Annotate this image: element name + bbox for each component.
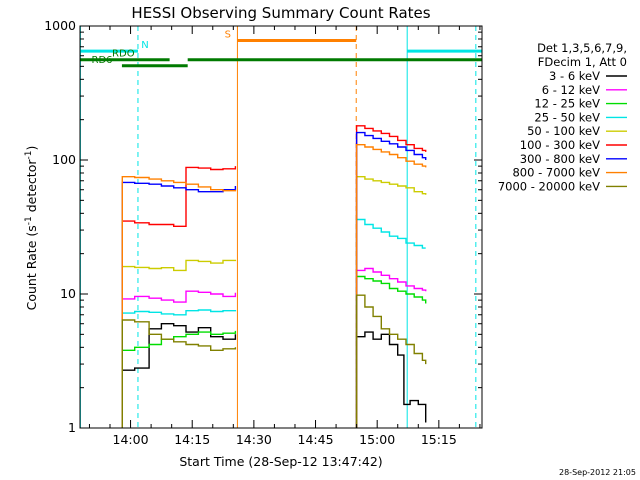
- legend-header-line2: FDecim 1, Att 0: [538, 55, 627, 69]
- series-line-3-seg-1: [355, 218, 426, 428]
- generation-timestamp: 28-Sep-2012 21:05: [559, 468, 636, 477]
- chart-title: HESSI Observing Summary Count Rates: [131, 4, 430, 22]
- axis-ticks: 14:00 14:15 14:30 14:45 15:00 15:15 1 10 100 1000: [44, 18, 482, 447]
- flag-label-s: S: [225, 29, 231, 40]
- legend-label-8: 7000 - 20000 keV: [498, 179, 600, 193]
- series-line-2-seg-0: [121, 330, 237, 428]
- y-axis-label-end: ): [24, 146, 39, 151]
- flag-label-n: N: [141, 40, 148, 51]
- x-tick-label-4: 15:00: [359, 432, 395, 447]
- series-line-7-seg-0: [121, 176, 237, 428]
- series-line-1-seg-0: [121, 290, 237, 428]
- y-axis-label-sup1: -1: [24, 216, 34, 225]
- y-tick-label-0: 1: [68, 420, 76, 435]
- legend-label-5: 100 - 300 keV: [520, 138, 600, 152]
- x-tick-label-3: 14:45: [298, 432, 334, 447]
- series-line-4-seg-0: [121, 259, 237, 428]
- series-line-7-seg-1: [355, 144, 427, 428]
- series-line-0-seg-1: [355, 331, 427, 428]
- series-lines: [121, 125, 427, 428]
- legend-header-line1: Det 1,3,5,6,7,9,: [537, 41, 627, 55]
- series-line-3-seg-0: [121, 309, 237, 428]
- legend-label-1: 6 - 12 keV: [542, 83, 600, 97]
- series-line-5-seg-0: [121, 166, 237, 428]
- legend: Det 1,3,5,6,7,9, FDecim 1, Att 0 3 - 6 k…: [498, 41, 627, 193]
- legend-label-2: 12 - 25 keV: [534, 97, 600, 111]
- plot-frame: [79, 25, 483, 429]
- y-axis-label: Count Rate (s-1 detector-1): [24, 146, 39, 311]
- series-line-8-seg-0: [121, 319, 237, 428]
- series-line-5-seg-1: [355, 125, 427, 428]
- y-axis-label-sup2: -1: [24, 151, 34, 160]
- flag-label-rd6: RD6: [92, 55, 113, 66]
- series-line-4-seg-1: [355, 176, 427, 428]
- flag-label-rdo: RDO: [112, 49, 135, 60]
- y-axis-label-main: Count Rate (s: [24, 225, 39, 310]
- series-line-6-seg-0: [121, 181, 237, 428]
- x-axis-label: Start Time (28-Sep-12 13:47:42): [179, 454, 382, 469]
- series-line-6-seg-1: [355, 131, 427, 428]
- y-axis-label-mid: detector: [24, 159, 39, 217]
- series-line-8-seg-1: [355, 294, 427, 428]
- x-tick-label-2: 14:30: [236, 432, 272, 447]
- y-tick-label-1: 10: [60, 286, 76, 301]
- series-line-2-seg-1: [355, 275, 427, 428]
- x-tick-label-1: 14:15: [174, 432, 210, 447]
- x-tick-label-0: 14:00: [113, 432, 149, 447]
- series-line-1-seg-1: [355, 267, 427, 428]
- y-tick-label-3: 1000: [44, 18, 76, 33]
- axes: [79, 25, 483, 429]
- legend-label-7: 800 - 7000 keV: [512, 166, 600, 180]
- legend-label-4: 50 - 100 keV: [527, 124, 600, 138]
- legend-label-6: 300 - 800 keV: [520, 152, 600, 166]
- x-tick-label-5: 15:15: [421, 432, 457, 447]
- series-line-0-seg-0: [121, 323, 237, 428]
- legend-label-0: 3 - 6 keV: [549, 69, 600, 83]
- y-tick-label-2: 100: [52, 152, 76, 167]
- legend-label-3: 25 - 50 keV: [534, 110, 600, 124]
